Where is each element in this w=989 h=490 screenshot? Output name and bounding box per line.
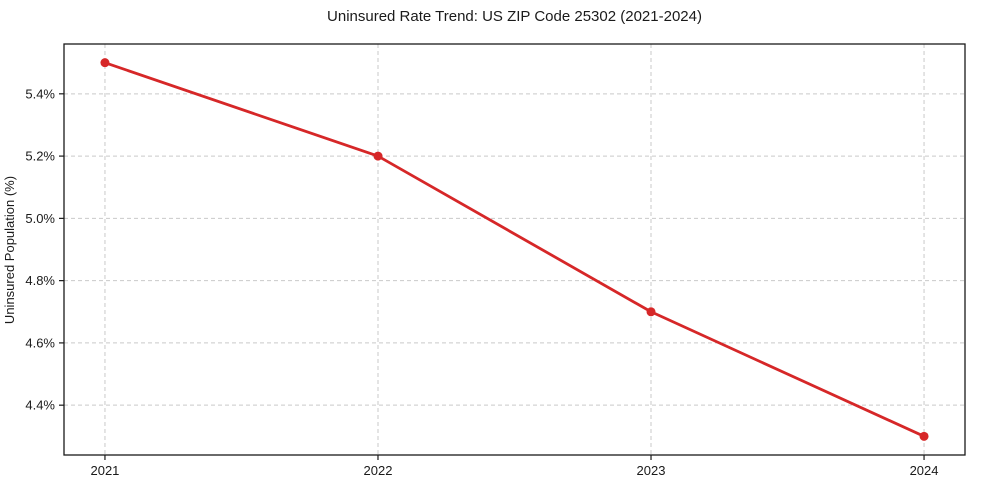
- chart-title: Uninsured Rate Trend: US ZIP Code 25302 …: [327, 8, 702, 25]
- y-tick-label: 4.4%: [25, 398, 55, 413]
- x-tick-label: 2023: [637, 463, 666, 478]
- x-tick-label: 2022: [364, 463, 393, 478]
- y-tick-label: 4.8%: [25, 273, 55, 288]
- gridlines: [64, 44, 965, 455]
- y-tick-label: 5.2%: [25, 149, 55, 164]
- plot-frame: [63, 43, 966, 456]
- data-point-marker: [919, 431, 929, 441]
- data-point-marker: [100, 58, 110, 68]
- x-tick-label: 2021: [90, 463, 119, 478]
- x-tick-label: 2024: [910, 463, 939, 478]
- y-tick-label: 5.0%: [25, 211, 55, 226]
- data-point-marker: [373, 151, 383, 161]
- data-point-marker: [646, 307, 656, 317]
- y-tick-label: 4.6%: [25, 335, 55, 350]
- axis-ticks: [59, 93, 925, 460]
- tick-labels: 4.4% 4.6% 4.8% 5.0% 5.2% 5.4% 2021 2022 2023 2024: [25, 86, 938, 478]
- trend-series: [100, 58, 929, 441]
- trend-line: [103, 61, 926, 438]
- y-tick-label: 5.4%: [25, 86, 55, 101]
- y-axis-label: Uninsured Population (%): [2, 176, 17, 324]
